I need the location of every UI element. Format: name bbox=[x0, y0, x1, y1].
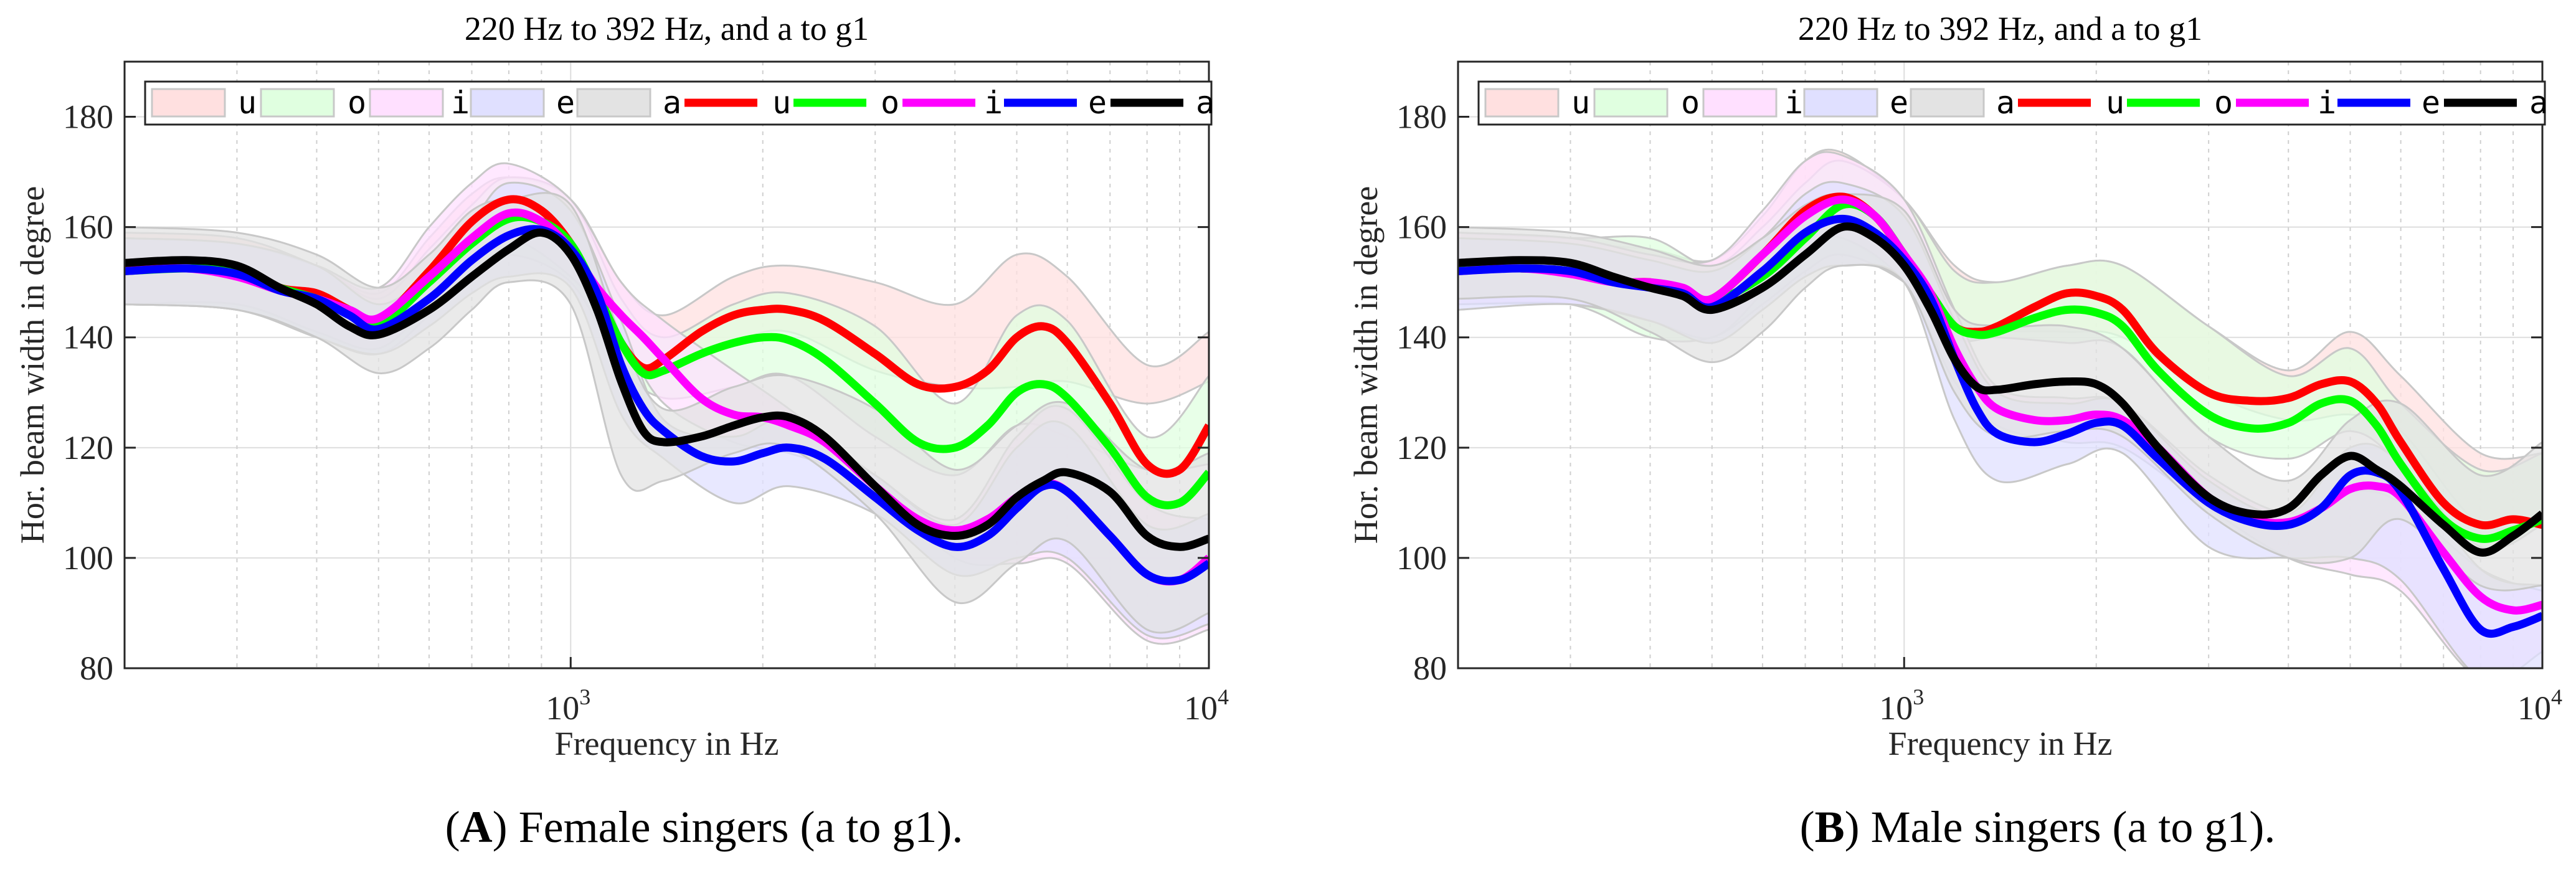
legend-swatch-band-e bbox=[1803, 88, 1878, 118]
x-tick-base: 10 bbox=[546, 689, 579, 727]
legend-label-line-e: e bbox=[1088, 85, 1107, 121]
axes-box bbox=[123, 60, 1210, 669]
figure-caption: (A) Female singers (a to g1). bbox=[445, 802, 964, 852]
figure-caption: (B) Male singers (a to g1). bbox=[1800, 802, 2276, 852]
y-tick-label: 120 bbox=[1396, 429, 1447, 466]
legend-swatch-band-i bbox=[1702, 88, 1778, 118]
legend-swatch-band-o bbox=[260, 88, 335, 118]
legend-label-line-u: u bbox=[772, 85, 791, 121]
caption-open: ( bbox=[1800, 802, 1815, 852]
legend-label-line-u: u bbox=[2106, 85, 2124, 121]
series-line-a bbox=[1458, 222, 2542, 557]
caption-text: ) Male singers (a to g1). bbox=[1845, 802, 2276, 852]
series-line-i bbox=[1458, 195, 2542, 615]
legend-label-band-u: u bbox=[1571, 85, 1590, 121]
legend-label-line-o: o bbox=[881, 85, 899, 121]
x-tick-exponent: 4 bbox=[2551, 684, 2562, 709]
x-tick-exponent: 3 bbox=[579, 684, 590, 709]
plot-content bbox=[125, 162, 1209, 645]
x-tick-base: 10 bbox=[1184, 689, 1218, 727]
x-tick-label: 103 bbox=[546, 684, 590, 727]
x-tick-base: 10 bbox=[1879, 689, 1913, 727]
y-tick-label: 100 bbox=[63, 539, 113, 577]
legend-label-band-i: i bbox=[451, 85, 470, 121]
y-tick-label: 140 bbox=[1396, 319, 1447, 356]
legend-swatch-band-i bbox=[369, 88, 444, 118]
legend-label-line-o: o bbox=[2214, 85, 2233, 121]
legend-label-band-o: o bbox=[1681, 85, 1700, 121]
legend-label-band-a: a bbox=[663, 85, 681, 121]
legend-label-line-i: i bbox=[2318, 85, 2336, 121]
legend-label-line-a: a bbox=[1196, 85, 1215, 121]
caption-label: A bbox=[460, 802, 493, 852]
legend-label-band-u: u bbox=[238, 85, 257, 121]
y-tick-label: 160 bbox=[63, 209, 113, 246]
caption-text: ) Female singers (a to g1). bbox=[493, 802, 964, 852]
legend-swatch-band-o bbox=[1593, 88, 1669, 118]
y-tick-label: 80 bbox=[80, 650, 113, 687]
y-tick-label: 80 bbox=[1413, 650, 1447, 687]
legend-label-band-i: i bbox=[1784, 85, 1803, 121]
chart-title: 220 Hz to 392 Hz, and a to g1 bbox=[465, 10, 869, 47]
legend-swatch-band-u bbox=[151, 88, 226, 118]
y-tick-label: 180 bbox=[1396, 98, 1447, 136]
series-line-a bbox=[125, 228, 1209, 551]
y-tick-label: 100 bbox=[1396, 539, 1447, 577]
y-axis-label: Hor. beam width in degree bbox=[14, 186, 51, 544]
chart-title: 220 Hz to 392 Hz, and a to g1 bbox=[1798, 10, 2202, 47]
legend-swatch-band-u bbox=[1484, 88, 1560, 118]
series-line-e bbox=[125, 225, 1209, 585]
x-tick-exponent: 4 bbox=[1218, 684, 1229, 709]
y-tick-label: 180 bbox=[63, 98, 113, 136]
legend-label-band-e: e bbox=[1890, 85, 1908, 121]
legend-label-band-o: o bbox=[348, 85, 366, 121]
x-tick-exponent: 3 bbox=[1913, 684, 1924, 709]
y-tick-label: 140 bbox=[63, 319, 113, 356]
legend-label-band-a: a bbox=[1996, 85, 2015, 121]
caption-label: B bbox=[1815, 802, 1845, 852]
legend-label-line-a: a bbox=[2529, 85, 2548, 121]
y-axis-label: Hor. beam width in degree bbox=[1347, 186, 1385, 544]
x-axis-label: Frequency in Hz bbox=[1888, 725, 2113, 762]
x-tick-label: 104 bbox=[2517, 684, 2562, 727]
x-tick-label: 103 bbox=[1879, 684, 1924, 727]
caption-open: ( bbox=[445, 802, 460, 852]
x-axis-label: Frequency in Hz bbox=[555, 725, 779, 762]
legend-swatch-band-a bbox=[576, 88, 651, 118]
axes-box bbox=[1457, 60, 2544, 669]
legend-swatch-band-a bbox=[1910, 88, 1985, 118]
x-tick-label: 104 bbox=[1184, 684, 1229, 727]
x-tick-base: 10 bbox=[2517, 689, 2551, 727]
legend-label-line-e: e bbox=[2422, 85, 2440, 121]
y-tick-label: 120 bbox=[63, 429, 113, 466]
y-tick-label: 160 bbox=[1396, 209, 1447, 246]
legend-label-line-i: i bbox=[984, 85, 1003, 121]
legend-label-band-e: e bbox=[556, 85, 575, 121]
legend-swatch-band-e bbox=[470, 88, 545, 118]
